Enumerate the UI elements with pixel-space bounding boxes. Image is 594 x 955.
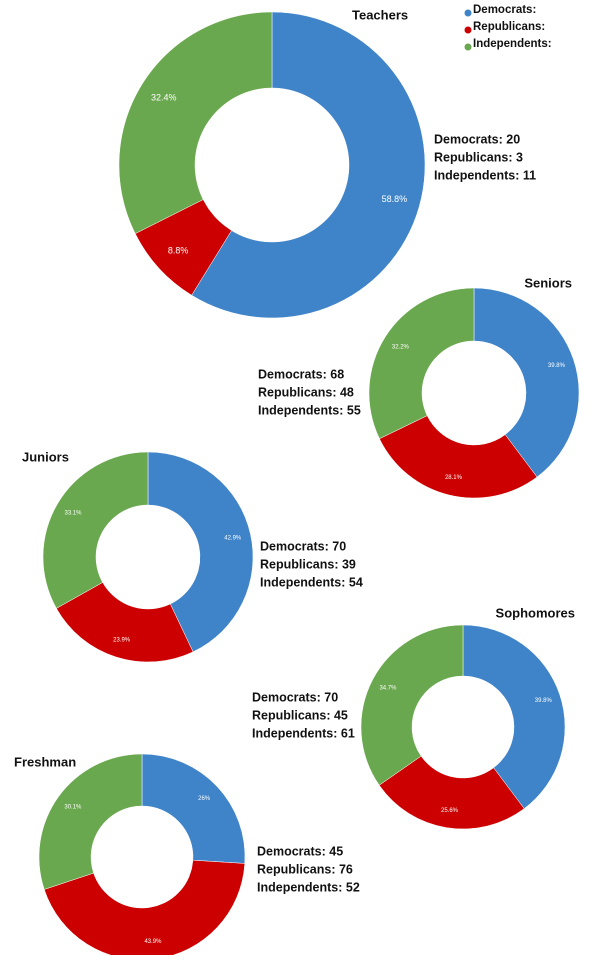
chart-title: Teachers — [352, 7, 408, 22]
legend-dot — [464, 26, 472, 34]
slice-label: 32.4% — [151, 93, 177, 103]
count-annotation: Democrats: 70 — [252, 690, 338, 704]
count-annotation: Independents: 52 — [257, 880, 360, 894]
slice-label: 33.1% — [65, 511, 83, 517]
legend-label: Republicans: — [473, 21, 545, 33]
slice-label: 39.8% — [535, 698, 553, 704]
count-annotation: Independents: 55 — [258, 403, 361, 417]
chart-title: Freshman — [14, 754, 76, 769]
donut-slice — [191, 11, 426, 319]
legend-label: Democrats: — [473, 4, 536, 16]
count-annotation: Independents: 54 — [260, 575, 363, 589]
donut-slice — [141, 753, 246, 864]
slice-label: 42.9% — [224, 535, 242, 541]
count-annotation: Republicans: 48 — [258, 385, 354, 399]
count-annotation: Democrats: 68 — [258, 367, 344, 381]
slice-label: 32.2% — [392, 344, 410, 350]
slice-label: 28.1% — [445, 475, 463, 481]
donut-slice — [147, 451, 254, 653]
donut-slice — [378, 755, 525, 830]
count-annotation: Independents: 61 — [252, 726, 355, 740]
slice-label: 43.9% — [144, 939, 162, 945]
count-annotation: Republicans: 45 — [252, 708, 348, 722]
count-annotation: Republicans: 3 — [434, 150, 523, 164]
donut-slice — [473, 287, 580, 478]
legend-dot — [464, 43, 472, 51]
count-annotation: Democrats: 70 — [260, 539, 346, 553]
slice-label: 34.7% — [379, 685, 397, 691]
count-annotation: Democrats: 20 — [434, 132, 520, 146]
donut-slice — [56, 582, 194, 663]
count-annotation: Independents: 11 — [434, 168, 536, 182]
donut-slice — [368, 287, 475, 440]
chart-title: Seniors — [524, 275, 572, 290]
donut-slice — [360, 624, 464, 786]
donut-slice — [379, 415, 538, 499]
count-annotation: Republicans: 76 — [257, 862, 353, 876]
legend-label: Independents: — [473, 38, 552, 50]
donut-slice — [42, 451, 149, 609]
slice-label: 26% — [198, 796, 211, 802]
chart-title: Sophomores — [496, 605, 575, 620]
slice-label: 58.8% — [382, 194, 408, 204]
slice-label: 8.8% — [168, 245, 189, 255]
count-annotation: Republicans: 39 — [260, 557, 356, 571]
slice-label: 30.1% — [64, 805, 82, 811]
slice-label: 25.6% — [441, 808, 459, 814]
donut-slice — [43, 859, 246, 955]
donut-slice — [118, 11, 273, 234]
count-annotation: Democrats: 45 — [257, 844, 343, 858]
donut-slice — [38, 753, 143, 890]
slice-label: 39.8% — [548, 363, 566, 369]
chart-title: Juniors — [22, 449, 69, 464]
donut-slice — [462, 624, 566, 809]
slice-label: 23.9% — [113, 637, 131, 643]
legend-dot — [464, 9, 472, 17]
